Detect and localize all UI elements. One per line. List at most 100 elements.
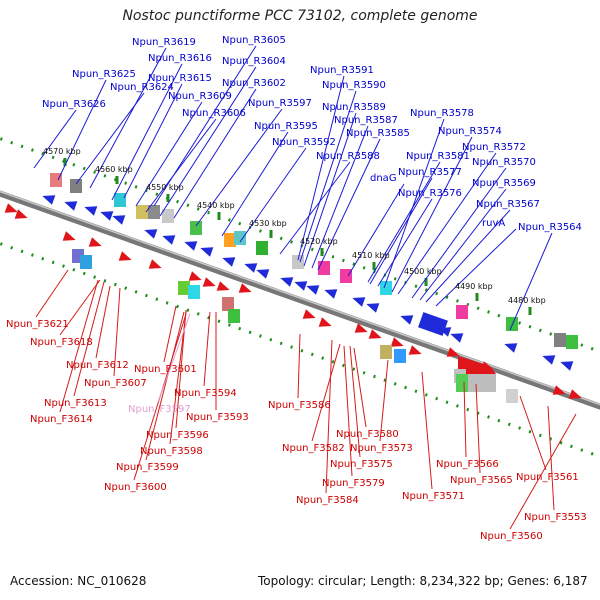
- forward-gene: [4, 203, 18, 213]
- reverse-gene-label: Npun_R3595: [254, 121, 318, 132]
- forward-label-leader: [95, 285, 111, 359]
- reverse-label-leader: [303, 112, 357, 267]
- feature-block: [506, 317, 518, 331]
- forward-label-leader: [163, 305, 177, 363]
- kbp-label: 4490 kbp: [455, 282, 493, 291]
- forward-gene-label: Npun_F3614: [30, 414, 93, 425]
- feature-block: [190, 221, 202, 235]
- reverse-gene: [64, 201, 78, 211]
- forward-gene-label: Npun_F3594: [174, 388, 237, 399]
- feature-block: [506, 389, 518, 403]
- forward-gene-label: Npun_F3607: [84, 378, 147, 389]
- kbp-label: 4530 kbp: [249, 219, 287, 228]
- forward-gene-label: Npun_F3553: [524, 512, 587, 523]
- kbp-label: 4520 kbp: [300, 237, 338, 246]
- reverse-gene: [184, 241, 198, 251]
- reverse-gene-label: Npun_R3564: [518, 222, 582, 233]
- reverse-gene-label: Npun_R3585: [346, 128, 410, 139]
- reverse-gene: [100, 211, 114, 221]
- reverse-label-leader: [369, 177, 433, 285]
- feature-block: [456, 305, 468, 319]
- reverse-label-leader: [75, 92, 145, 185]
- genome-backbone-highlight: [0, 190, 600, 406]
- forward-gene-label: Npun_F3579: [322, 478, 385, 489]
- forward-label-leader: [145, 311, 185, 461]
- reverse-gene-label: ruvA: [482, 218, 505, 229]
- forward-gene-label: Npun_F3580: [336, 429, 399, 440]
- forward-label-leader: [463, 381, 467, 458]
- reverse-label-leader: [411, 167, 507, 299]
- reverse-label-leader: [299, 90, 357, 263]
- forward-gene: [302, 309, 316, 319]
- pseudo-label-leader: [157, 313, 191, 403]
- forward-gene: [390, 337, 404, 347]
- forward-gene-label: Npun_F3601: [134, 364, 197, 375]
- feature-block: [256, 241, 268, 255]
- reverse-gene-label: Npun_R3567: [476, 199, 540, 210]
- forward-label-leader: [203, 311, 211, 387]
- forward-label-leader: [353, 347, 367, 428]
- feature-block: [222, 297, 234, 311]
- reverse-label-leader: [33, 109, 77, 169]
- feature-block: [554, 333, 566, 347]
- reverse-gene: [256, 269, 270, 279]
- forward-gene: [188, 271, 202, 281]
- forward-label-leader: [349, 345, 361, 458]
- reverse-gene-label: Npun_R3578: [410, 108, 474, 119]
- reverse-gene-label: Npun_R3592: [272, 137, 336, 148]
- feature-block: [80, 255, 92, 269]
- reverse-gene-label: Npun_R3588: [316, 151, 380, 162]
- reverse-gene-label: Npun_R3569: [472, 178, 536, 189]
- pseudo-gene-label: Npun_F3597: [128, 404, 191, 415]
- reverse-gene-label: Npun_R3576: [398, 188, 462, 199]
- reverse-label-leader: [435, 228, 517, 307]
- reverse-label-leader: [173, 88, 257, 219]
- reverse-gene-label: Npun_R3615: [148, 73, 212, 84]
- accession-text: Accession: NC_010628: [10, 574, 147, 588]
- reverse-gene-label: Npun_R3590: [322, 80, 386, 91]
- reverse-gene-label: Npun_R3570: [472, 157, 536, 168]
- forward-gene-label: Npun_F3573: [350, 443, 413, 454]
- reverse-label-leader: [419, 188, 507, 301]
- reverse-gene-label: Npun_R3597: [248, 98, 312, 109]
- feature-block: [136, 205, 148, 219]
- reverse-gene-label: Npun_R3581: [406, 151, 470, 162]
- reverse-gene: [560, 361, 574, 371]
- feature-block: [114, 193, 126, 207]
- forward-label-leader: [297, 333, 301, 399]
- forward-gene-label: Npun_F3565: [450, 475, 513, 486]
- inner-boundary-dots: [0, 241, 600, 459]
- reverse-gene: [542, 355, 556, 365]
- feature-block: [228, 309, 240, 323]
- forward-gene: [552, 385, 566, 395]
- forward-gene: [238, 283, 252, 293]
- forward-gene-label: Npun_F3621: [6, 319, 69, 330]
- feature-block: [380, 281, 392, 295]
- reverse-label-leader: [347, 183, 405, 277]
- forward-label-leader: [343, 345, 353, 477]
- forward-gene: [62, 231, 76, 241]
- forward-gene: [318, 317, 332, 327]
- forward-label-leader: [509, 413, 577, 530]
- forward-gene-label: Npun_F3599: [116, 462, 179, 473]
- reverse-label-leader: [279, 161, 351, 255]
- feature-block: [188, 285, 200, 299]
- reverse-gene-label: Npun_R3625: [72, 69, 136, 80]
- reverse-gene-label: Npun_R3609: [168, 91, 232, 102]
- feature-block: [224, 233, 236, 247]
- forward-label-leader: [113, 287, 121, 377]
- reverse-label-leader: [89, 47, 167, 189]
- reverse-label-leader: [145, 118, 217, 213]
- reverse-gene-label: Npun_R3616: [148, 53, 212, 64]
- forward-label-leader: [59, 279, 101, 336]
- forward-gene-label: Npun_F3566: [436, 459, 499, 470]
- reverse-label-leader: [135, 101, 203, 207]
- forward-label-leader: [59, 279, 99, 413]
- reverse-label-leader: [297, 75, 345, 261]
- reverse-label-leader: [317, 138, 381, 271]
- reverse-gene-label: Npun_R3572: [462, 142, 526, 153]
- reverse-gene: [504, 343, 518, 353]
- reverse-gene: [366, 303, 380, 313]
- forward-gene-label: Npun_F3560: [480, 531, 543, 542]
- reverse-gene: [112, 215, 126, 225]
